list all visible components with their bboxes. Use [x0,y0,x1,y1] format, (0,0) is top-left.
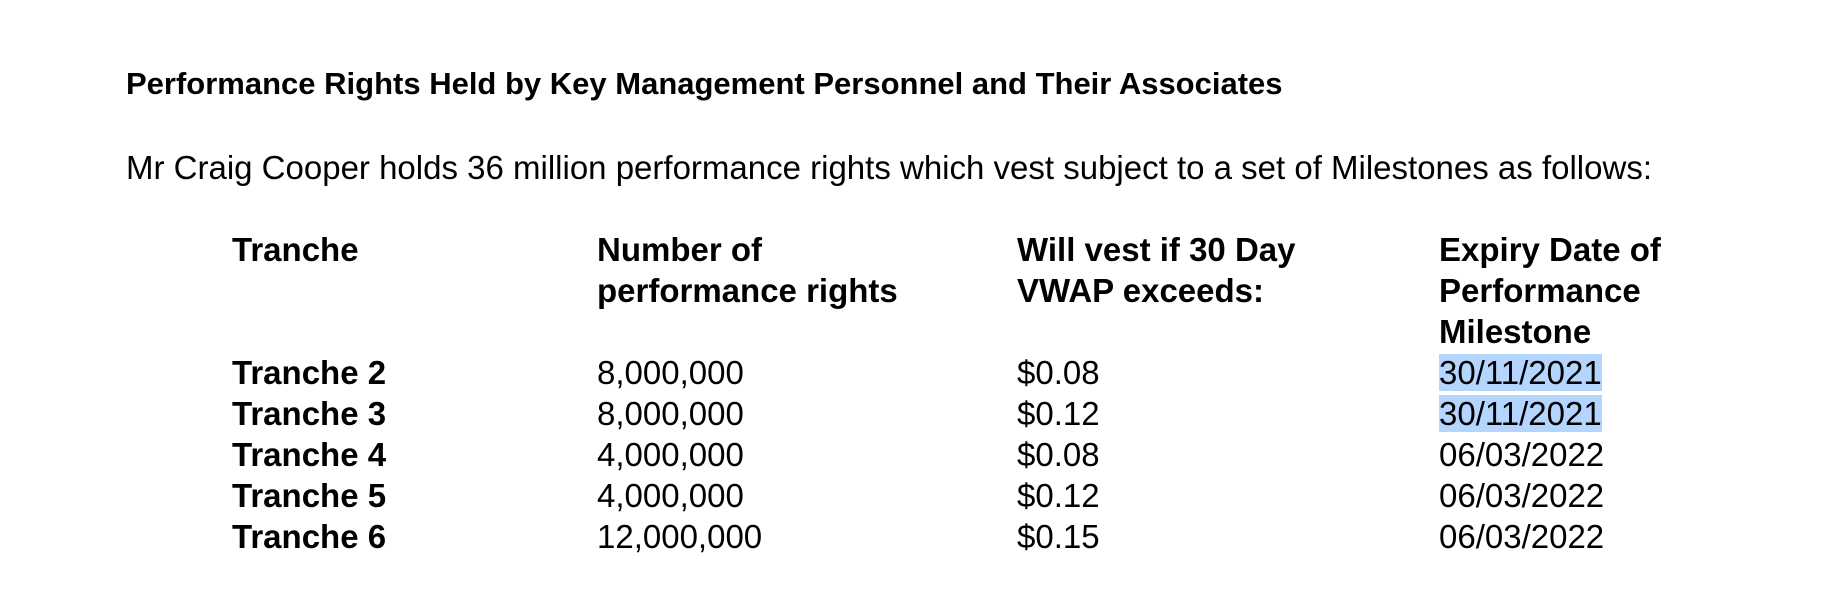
header-expiry-line-1: Expiry Date of [1439,231,1661,268]
vwap-cell: $0.15 [1017,518,1100,555]
performance-rights-table: Tranche Number of performance rights Wil… [232,229,1679,557]
table-row: Tranche 3 8,000,000 $0.12 30/11/2021 [232,393,1679,434]
header-expiry-line-3: Milestone [1439,313,1592,350]
vwap-cell: $0.08 [1017,436,1100,473]
intro-paragraph: Mr Craig Cooper holds 36 million perform… [126,149,1652,186]
table-row: Tranche 4 4,000,000 $0.08 06/03/2022 [232,434,1679,475]
vwap-cell: $0.08 [1017,354,1100,391]
expiry-cell[interactable]: 06/03/2022 [1439,477,1605,514]
table-row: Tranche 6 12,000,000 $0.15 06/03/2022 [232,516,1679,557]
section-heading: Performance Rights Held by Key Managemen… [126,66,1283,101]
header-expiry-date: Expiry Date of Performance Milestone [1439,229,1679,352]
table-row: Tranche 5 4,000,000 $0.12 06/03/2022 [232,475,1679,516]
header-vwap: Will vest if 30 Day VWAP exceeds: [1017,229,1439,352]
vwap-cell: $0.12 [1017,477,1100,514]
selected-expiry-text[interactable]: 30/11/2021 [1439,354,1602,391]
header-tranche-line: Tranche [232,231,359,268]
tranche-cell: Tranche 6 [232,518,387,555]
vwap-cell: $0.12 [1017,395,1100,432]
expiry-cell[interactable]: 06/03/2022 [1439,436,1605,473]
header-number-line-1: Number of [597,231,762,268]
expiry-cell[interactable]: 06/03/2022 [1439,518,1605,555]
table-row: Tranche 2 8,000,000 $0.08 30/11/2021 [232,352,1679,393]
selected-expiry-text[interactable]: 30/11/2021 [1439,395,1602,432]
header-tranche: Tranche [232,229,597,352]
header-number-of-rights: Number of performance rights [597,229,1017,352]
expiry-cell[interactable]: 30/11/2021 [1439,393,1679,434]
tranche-cell: Tranche 5 [232,477,387,514]
number-cell: 4,000,000 [597,477,744,514]
number-cell: 12,000,000 [597,518,763,555]
number-cell: 8,000,000 [597,354,744,391]
header-vwap-line-1: Will vest if 30 Day [1017,231,1296,268]
header-vwap-line-2: VWAP exceeds: [1017,272,1265,309]
expiry-cell[interactable]: 30/11/2021 [1439,352,1679,393]
number-cell: 4,000,000 [597,436,744,473]
tranche-cell: Tranche 4 [232,436,387,473]
header-expiry-line-2: Performance [1439,272,1641,309]
header-number-line-2: performance rights [597,272,898,309]
tranche-cell: Tranche 3 [232,395,387,432]
number-cell: 8,000,000 [597,395,744,432]
tranche-cell: Tranche 2 [232,354,387,391]
table-header-row: Tranche Number of performance rights Wil… [232,229,1679,352]
